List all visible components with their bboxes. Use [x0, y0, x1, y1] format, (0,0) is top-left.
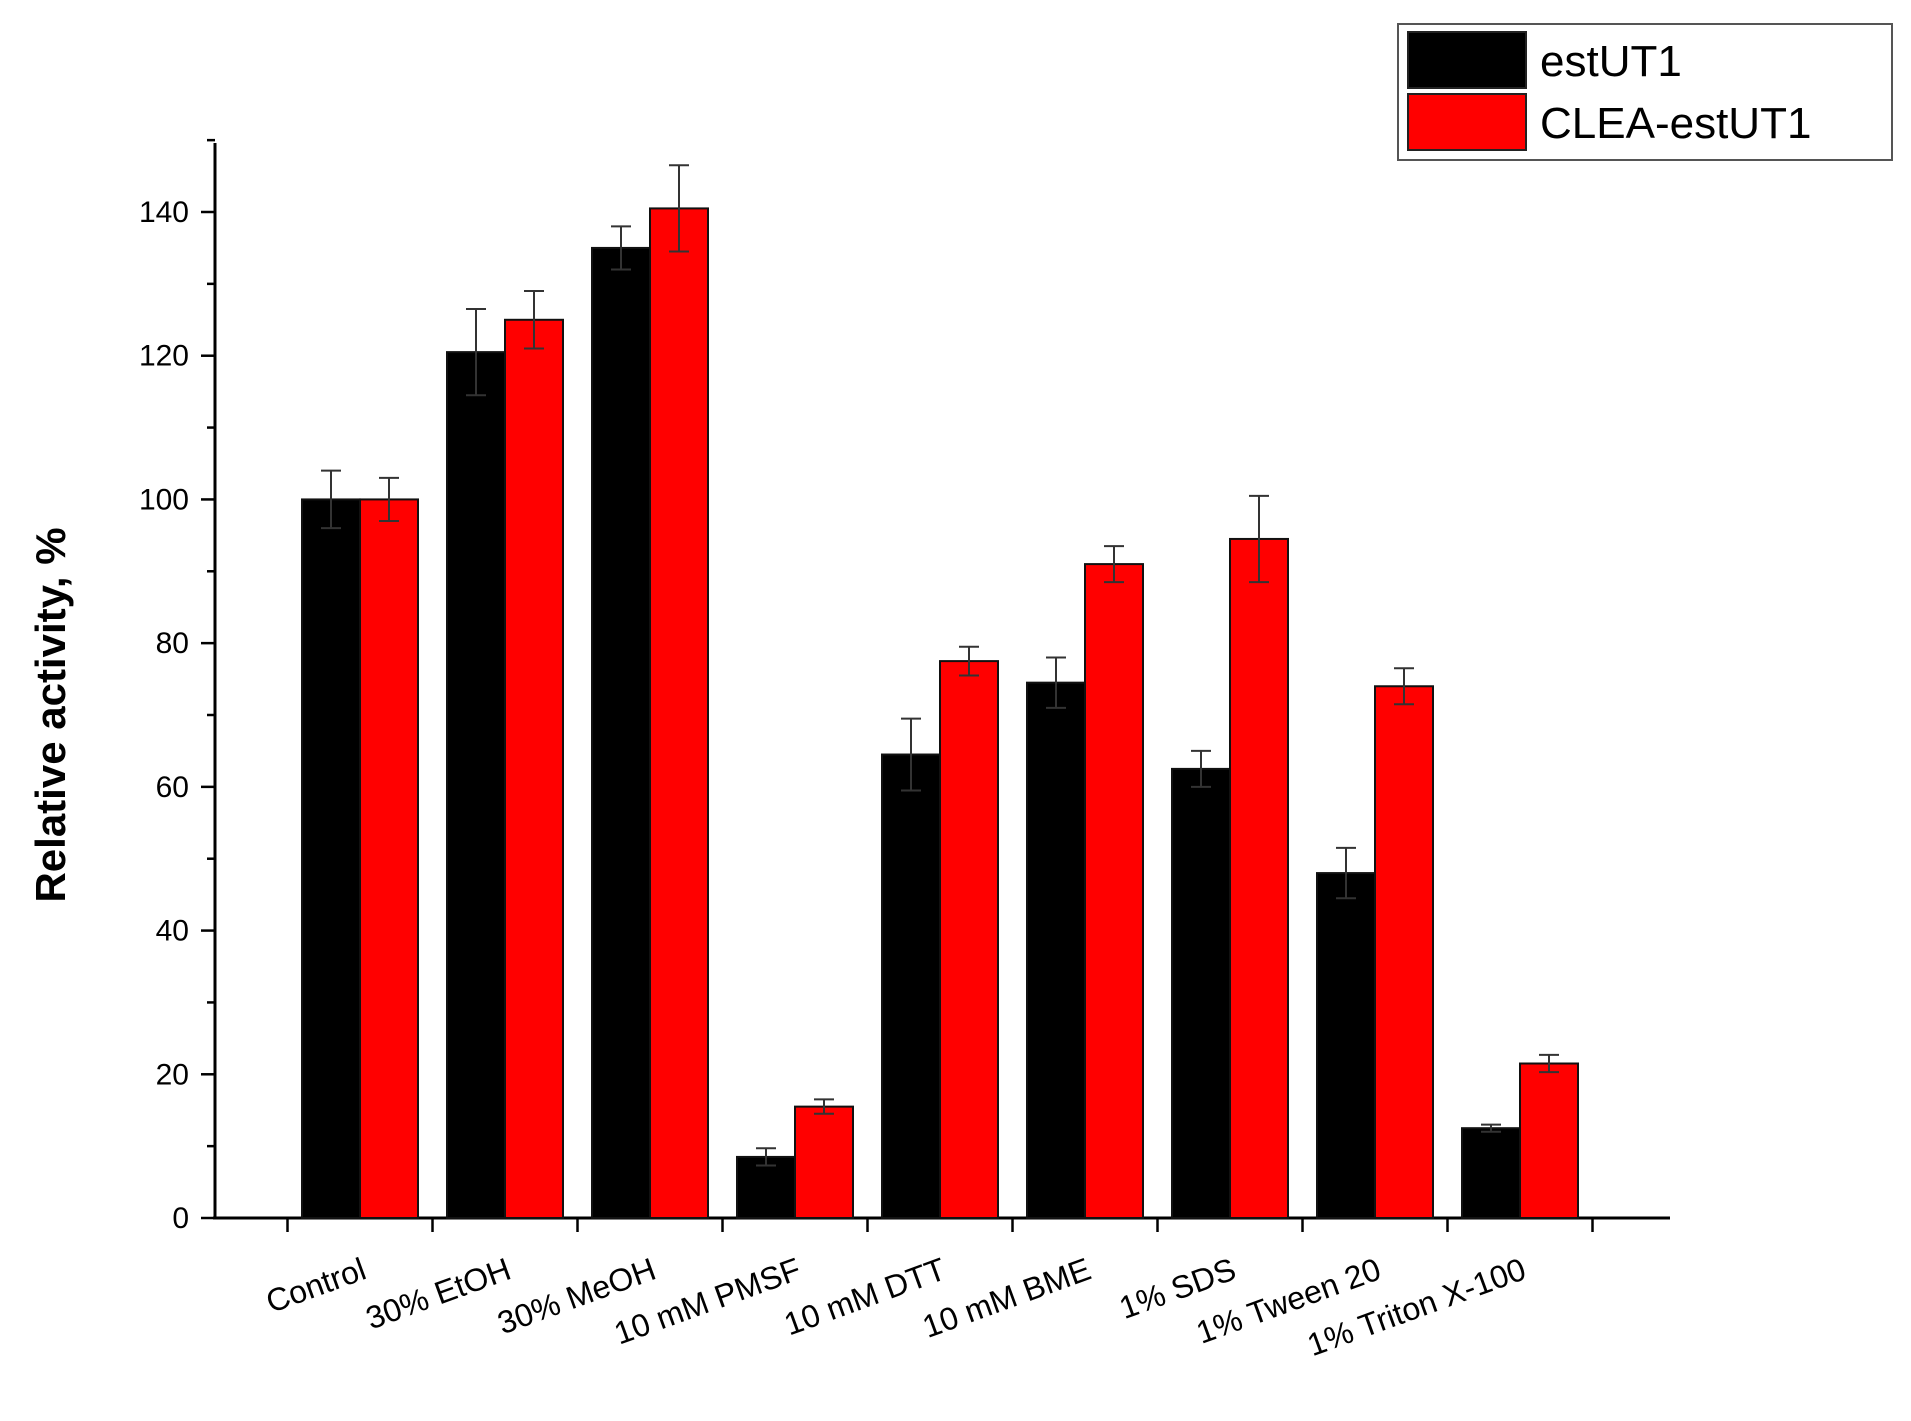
- error-bar-clea-estut1-10-mm-bme: [1104, 545, 1124, 584]
- error-bar-clea-estut1-10-mm-dtt: [959, 645, 979, 677]
- bars: [301, 207, 1579, 1220]
- y-tick-label: 20: [156, 1058, 189, 1091]
- x-tick-label-30pct-etoh: 30% EtOH: [361, 1251, 515, 1337]
- error-bar-clea-estut1-1pct-triton-x-100: [1539, 1053, 1559, 1074]
- bar-estut1-1pct-triton-x-100: [1461, 1127, 1521, 1220]
- legend-label-clea-estut1: CLEA-estUT1: [1540, 99, 1811, 148]
- error-bar-clea-estut1-control: [379, 476, 399, 522]
- legend: estUT1 CLEA-estUT1: [1397, 23, 1893, 161]
- x-tick-label-control: Control: [261, 1251, 370, 1320]
- y-tick-label: 80: [156, 627, 189, 660]
- error-bar-clea-estut1-10-mm-pmsf: [814, 1098, 834, 1115]
- y-tick-label: 100: [139, 483, 189, 516]
- error-bar-estut1-1pct-triton-x-100: [1481, 1123, 1501, 1133]
- bar-estut1-10-mm-dtt: [881, 753, 941, 1219]
- legend-label-estut1: estUT1: [1540, 37, 1682, 86]
- error-bar-estut1-30pct-meoh: [611, 225, 631, 271]
- error-bar-estut1-30pct-etoh: [466, 308, 486, 397]
- bar-clea-estut1-10-mm-dtt: [939, 660, 999, 1219]
- error-bar-estut1-1pct-sds: [1191, 749, 1211, 788]
- y-tick-label: 40: [156, 915, 189, 948]
- error-bars: [321, 164, 1559, 1167]
- bar-estut1-control: [301, 498, 361, 1219]
- error-bar-clea-estut1-1pct-tween-20: [1394, 667, 1414, 706]
- bar-estut1-30pct-meoh: [591, 246, 651, 1219]
- y-tick-label: 0: [172, 1202, 189, 1235]
- bar-clea-estut1-control: [359, 498, 419, 1219]
- y-tick-label: 120: [139, 340, 189, 373]
- error-bar-estut1-10-mm-bme: [1046, 656, 1066, 709]
- bar-estut1-1pct-sds: [1171, 767, 1231, 1220]
- y-tick-label: 60: [156, 771, 189, 804]
- y-tick-label: 140: [139, 196, 189, 229]
- error-bar-clea-estut1-1pct-sds: [1249, 494, 1269, 584]
- x-tick-label-10-mm-bme: 10 mM BME: [918, 1251, 1096, 1345]
- bar-clea-estut1-1pct-triton-x-100: [1519, 1062, 1579, 1220]
- bar-clea-estut1-1pct-sds: [1229, 537, 1289, 1219]
- y-axis: 0 20 40 60 80 100 120 140: [139, 138, 217, 1235]
- bar-estut1-10-mm-bme: [1026, 681, 1086, 1219]
- bar-clea-estut1-10-mm-bme: [1084, 563, 1144, 1219]
- bar-estut1-30pct-etoh: [446, 351, 506, 1220]
- error-bar-clea-estut1-30pct-etoh: [524, 290, 544, 350]
- bar-clea-estut1-1pct-tween-20: [1374, 685, 1434, 1219]
- legend-swatch-estut1: [1407, 31, 1527, 89]
- bar-clea-estut1-10-mm-pmsf: [794, 1105, 854, 1220]
- error-bar-estut1-1pct-tween-20: [1336, 846, 1356, 900]
- bar-estut1-1pct-tween-20: [1316, 872, 1376, 1219]
- error-bar-estut1-10-mm-dtt: [901, 717, 921, 792]
- bar-clea-estut1-30pct-etoh: [504, 318, 564, 1219]
- y-axis-title: Relative activity, %: [27, 527, 74, 902]
- legend-swatch-clea-estut1: [1407, 93, 1527, 151]
- error-bar-clea-estut1-30pct-meoh: [669, 164, 689, 253]
- error-bar-estut1-10-mm-pmsf: [756, 1147, 776, 1167]
- error-bar-estut1-control: [321, 469, 341, 530]
- bar-clea-estut1-30pct-meoh: [649, 207, 709, 1219]
